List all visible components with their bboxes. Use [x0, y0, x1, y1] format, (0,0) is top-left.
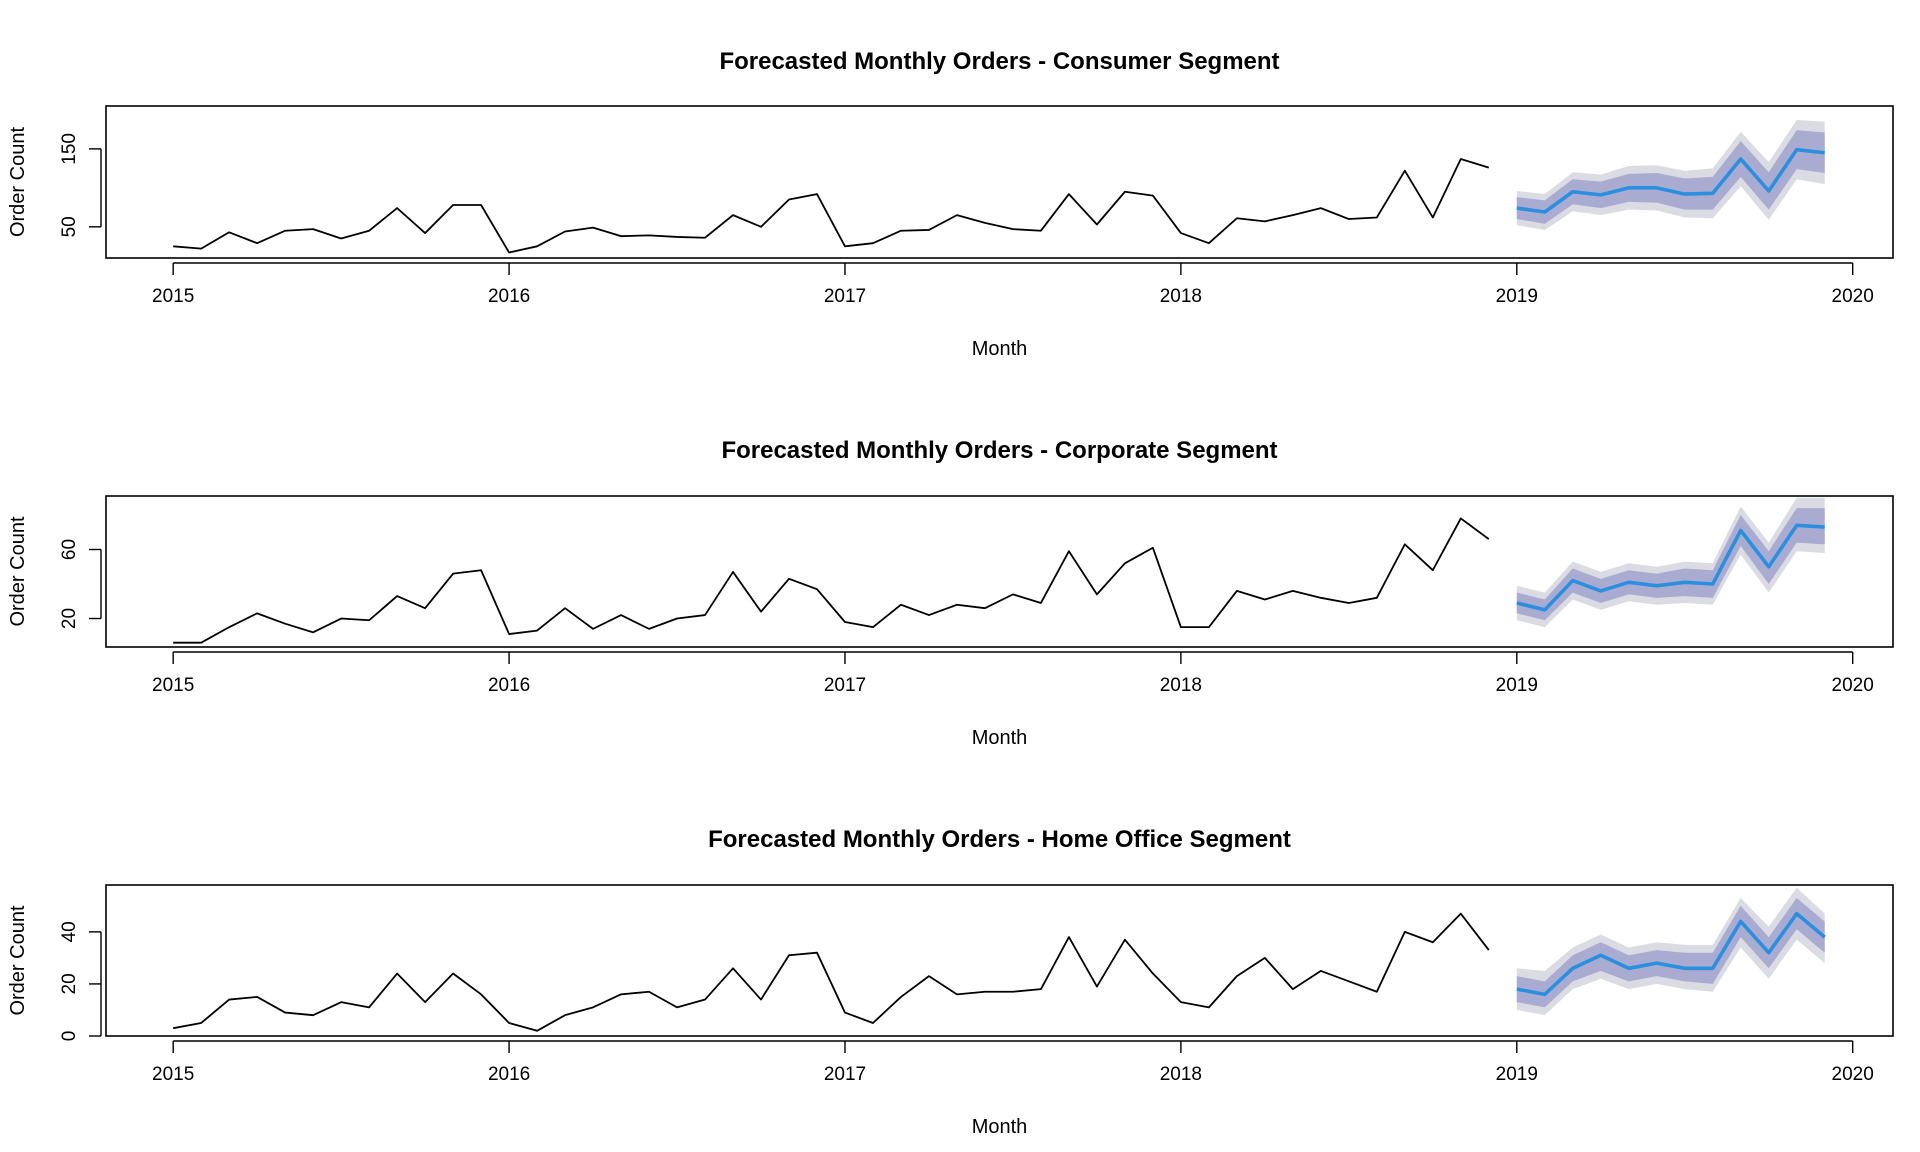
- x-tick-label: 2017: [824, 675, 866, 696]
- x-tick-label: 2020: [1832, 286, 1874, 307]
- prediction-interval-80: [1516, 898, 1825, 1008]
- y-tick-label: 150: [59, 133, 80, 165]
- x-tick-label: 2019: [1496, 286, 1538, 307]
- y-tick-label: 60: [59, 539, 80, 560]
- x-tick-label: 2020: [1832, 1064, 1874, 1085]
- x-tick-label: 2018: [1160, 286, 1202, 307]
- y-tick-label: 50: [59, 216, 80, 237]
- y-axis-label: Order Count: [7, 516, 29, 626]
- x-tick-label: 2015: [152, 1064, 194, 1085]
- x-tick-label: 2015: [152, 286, 194, 307]
- plot-frame: [105, 495, 1894, 648]
- history-line: [173, 517, 1490, 644]
- x-tick-label: 2015: [152, 675, 194, 696]
- x-axis-label: Month: [972, 338, 1028, 360]
- x-tick-label: 2016: [488, 1064, 530, 1085]
- chart-panel-1: Forecasted Monthly Orders - Consumer Seg…: [7, 48, 1894, 360]
- y-tick-label: 20: [59, 973, 80, 994]
- y-tick-label: 40: [59, 921, 80, 942]
- chart-title: Forecasted Monthly Orders - Home Office …: [708, 826, 1291, 853]
- x-tick-label: 2019: [1496, 675, 1538, 696]
- x-tick-label: 2016: [488, 286, 530, 307]
- forecast-line: [1516, 911, 1826, 997]
- x-tick-label: 2017: [824, 1064, 866, 1085]
- forecast-line: [1516, 523, 1825, 612]
- x-tick-label: 2017: [824, 286, 866, 307]
- chart-title: Forecasted Monthly Orders - Corporate Se…: [721, 437, 1277, 464]
- x-tick-label: 2018: [1160, 1064, 1202, 1085]
- x-tick-label: 2018: [1160, 675, 1202, 696]
- x-tick-label: 2020: [1832, 675, 1874, 696]
- plot-frame: [105, 105, 1894, 259]
- chart-panel-2: Forecasted Monthly Orders - Corporate Se…: [7, 437, 1894, 749]
- chart-title: Forecasted Monthly Orders - Consumer Seg…: [719, 48, 1279, 75]
- plot-frame: [105, 884, 1894, 1037]
- x-tick-label: 2016: [488, 675, 530, 696]
- history-line: [173, 158, 1490, 254]
- prediction-interval-80: [1516, 130, 1825, 224]
- forecast-line: [1516, 147, 1825, 214]
- chart-panel-3: Forecasted Monthly Orders - Home Office …: [7, 826, 1894, 1138]
- history-line: [173, 912, 1490, 1032]
- prediction-interval-80: [1516, 508, 1825, 621]
- x-axis-label: Month: [972, 1116, 1028, 1138]
- y-tick-label: 0: [59, 1031, 80, 1042]
- x-axis-label: Month: [972, 727, 1028, 749]
- x-tick-label: 2019: [1496, 1064, 1538, 1085]
- y-axis-label: Order Count: [7, 905, 29, 1015]
- y-tick-label: 20: [59, 608, 80, 629]
- y-axis-label: Order Count: [7, 127, 29, 237]
